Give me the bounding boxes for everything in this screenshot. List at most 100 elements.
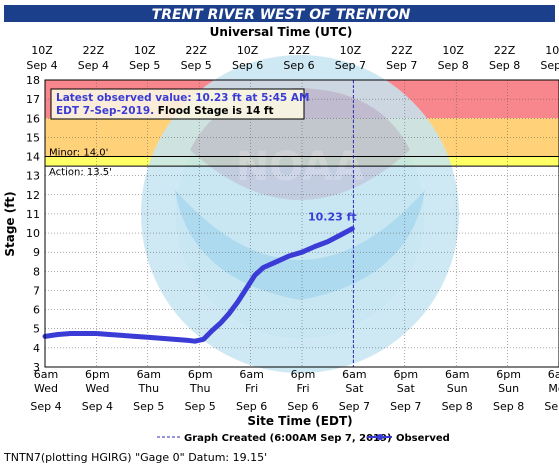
bottom-tick-day: Fri (245, 382, 258, 395)
observed-series-points (43, 227, 354, 343)
bottom-tick-day: Wed (34, 382, 58, 395)
y-tick-label: 12 (26, 189, 40, 202)
top-tick-date: Sep 6 (232, 59, 263, 72)
y-tick-label: 11 (26, 208, 40, 221)
bottom-tick-date: Sep 5 (133, 400, 164, 413)
bottom-tick-time: 6pm (85, 368, 110, 381)
observed-point (94, 332, 98, 336)
top-tick-time: 22Z (391, 44, 413, 57)
observed-point (287, 254, 291, 258)
y-tick-label: 14 (26, 151, 40, 164)
latest-info-date: EDT 7-Sep-2019. (56, 105, 154, 117)
bottom-tick-time: 6am (548, 368, 559, 381)
latest-info-box-line2: EDT 7-Sep-2019. Flood Stage is 14 ft (56, 105, 274, 117)
y-axis-ticks: 3 4 5 6 7 8 9 10 11 12 13 14 15 16 17 18 (26, 74, 40, 374)
bottom-tick-day: Sat (397, 382, 416, 395)
y-tick-label: 6 (33, 304, 40, 317)
top-axis-ticks: 10Z Sep 4 22Z Sep 4 10Z Sep 5 22Z Sep 5 10Z Sep 6… (26, 44, 559, 72)
threshold-label-1: Action: 13.5' (49, 167, 112, 178)
latest-value-label: 10.23 ft (308, 211, 357, 224)
top-tick-time: 10Z (442, 44, 464, 57)
observed-point (120, 333, 124, 337)
bottom-tick-day: Mon (548, 382, 559, 395)
y-tick-label: 3 (33, 361, 40, 374)
bottom-tick-date: Sep 5 (185, 400, 216, 413)
chart-title: TRENT RIVER WEST OF TRENTON (152, 7, 411, 23)
bottom-tick-day: Sat (345, 382, 364, 395)
bottom-tick-day: Sun (447, 382, 468, 395)
bottom-tick-time: 6pm (291, 368, 316, 381)
top-tick-date: Sep 4 (78, 59, 109, 72)
top-tick-time: 22Z (288, 44, 310, 57)
bottom-tick-time: 6am (137, 368, 161, 381)
bottom-tick-day: Fri (296, 382, 309, 395)
bottom-tick-day: Thu (189, 382, 211, 395)
bottom-tick-date: Sep 4 (82, 400, 113, 413)
observed-point (201, 337, 205, 341)
top-tick-time: 10Z (31, 44, 53, 57)
gage-datum-footer: TNTN7(plotting HGIRG) "Gage 0" Datum: 19… (4, 451, 268, 464)
observed-point (107, 332, 111, 336)
top-tick-date: Sep 5 (181, 59, 212, 72)
observed-point (274, 260, 278, 264)
observed-point (210, 329, 214, 333)
bottom-tick-time: 6am (34, 368, 58, 381)
top-tick-time: 10Z (340, 44, 362, 57)
plot-frame (44, 79, 559, 368)
bottom-tick-date: Sep 6 (287, 400, 318, 413)
top-tick-date: Sep 5 (129, 59, 160, 72)
flood-stage-text: Flood Stage is 14 ft (158, 105, 274, 117)
observed-point (159, 336, 163, 340)
noaa-seal-bird (175, 190, 425, 300)
observed-point (350, 227, 354, 231)
bottom-tick-day: Thu (137, 382, 159, 395)
top-tick-date: Sep 9 (540, 59, 559, 72)
legend: Graph Created (6:00AM Sep 7, 2019) Obser… (157, 433, 450, 444)
y-tick-label: 4 (33, 342, 40, 355)
top-tick-time: 10Z (134, 44, 156, 57)
y-tick-label: 17 (26, 93, 40, 106)
top-tick-time: 22Z (185, 44, 207, 57)
title-bar (4, 5, 555, 22)
threshold-lines: Minor: 14.0' Action: 13.5' (45, 148, 559, 178)
observed-point (133, 334, 137, 338)
observed-point (326, 240, 330, 244)
bottom-tick-date: Sep 6 (236, 400, 267, 413)
bottom-tick-date: Sep 4 (30, 400, 61, 413)
y-tick-label: 10 (26, 227, 40, 240)
threshold-label-0: Minor: 14.0' (49, 148, 108, 159)
y-tick-label: 9 (33, 246, 40, 259)
observed-point (236, 300, 240, 304)
y-axis-title: Stage (ft) (3, 191, 17, 256)
latest-info-box: Latest observed value: 10.23 ft at 5:45 … (50, 88, 309, 120)
observed-point (313, 244, 317, 248)
bottom-tick-date: Sep 8 (493, 400, 524, 413)
top-tick-date: Sep 8 (489, 59, 520, 72)
latest-info-box-line1: Latest observed value: 10.23 ft at 5:45 … (56, 92, 309, 104)
y-tick-label: 7 (33, 284, 40, 297)
observed-point (193, 339, 197, 343)
observed-point (184, 338, 188, 342)
bottom-tick-time: 6am (342, 368, 366, 381)
y-tick-label: 18 (26, 74, 40, 87)
bottom-tick-day: Sun (498, 382, 519, 395)
bottom-tick-date: Sep 7 (390, 400, 421, 413)
legend-observed-marker (377, 434, 383, 440)
bottom-tick-time: 6pm (188, 368, 213, 381)
y-tick-label: 8 (33, 265, 40, 278)
legend-created-text: Graph Created (6:00AM Sep 7, 2019) (184, 433, 392, 444)
y-tick-label: 5 (33, 323, 40, 336)
bottom-tick-time: 6am (239, 368, 263, 381)
top-tick-time: 22Z (494, 44, 516, 57)
bottom-tick-date: Sep 8 (442, 400, 473, 413)
bottom-tick-day: Wed (85, 382, 109, 395)
top-tick-date: Sep 7 (335, 59, 366, 72)
top-tick-date: Sep 8 (438, 59, 469, 72)
observed-point (172, 337, 175, 341)
top-tick-date: Sep 7 (386, 59, 417, 72)
observed-point (219, 321, 223, 325)
observed-point (300, 250, 304, 254)
latest-info-box-frame (50, 88, 305, 120)
